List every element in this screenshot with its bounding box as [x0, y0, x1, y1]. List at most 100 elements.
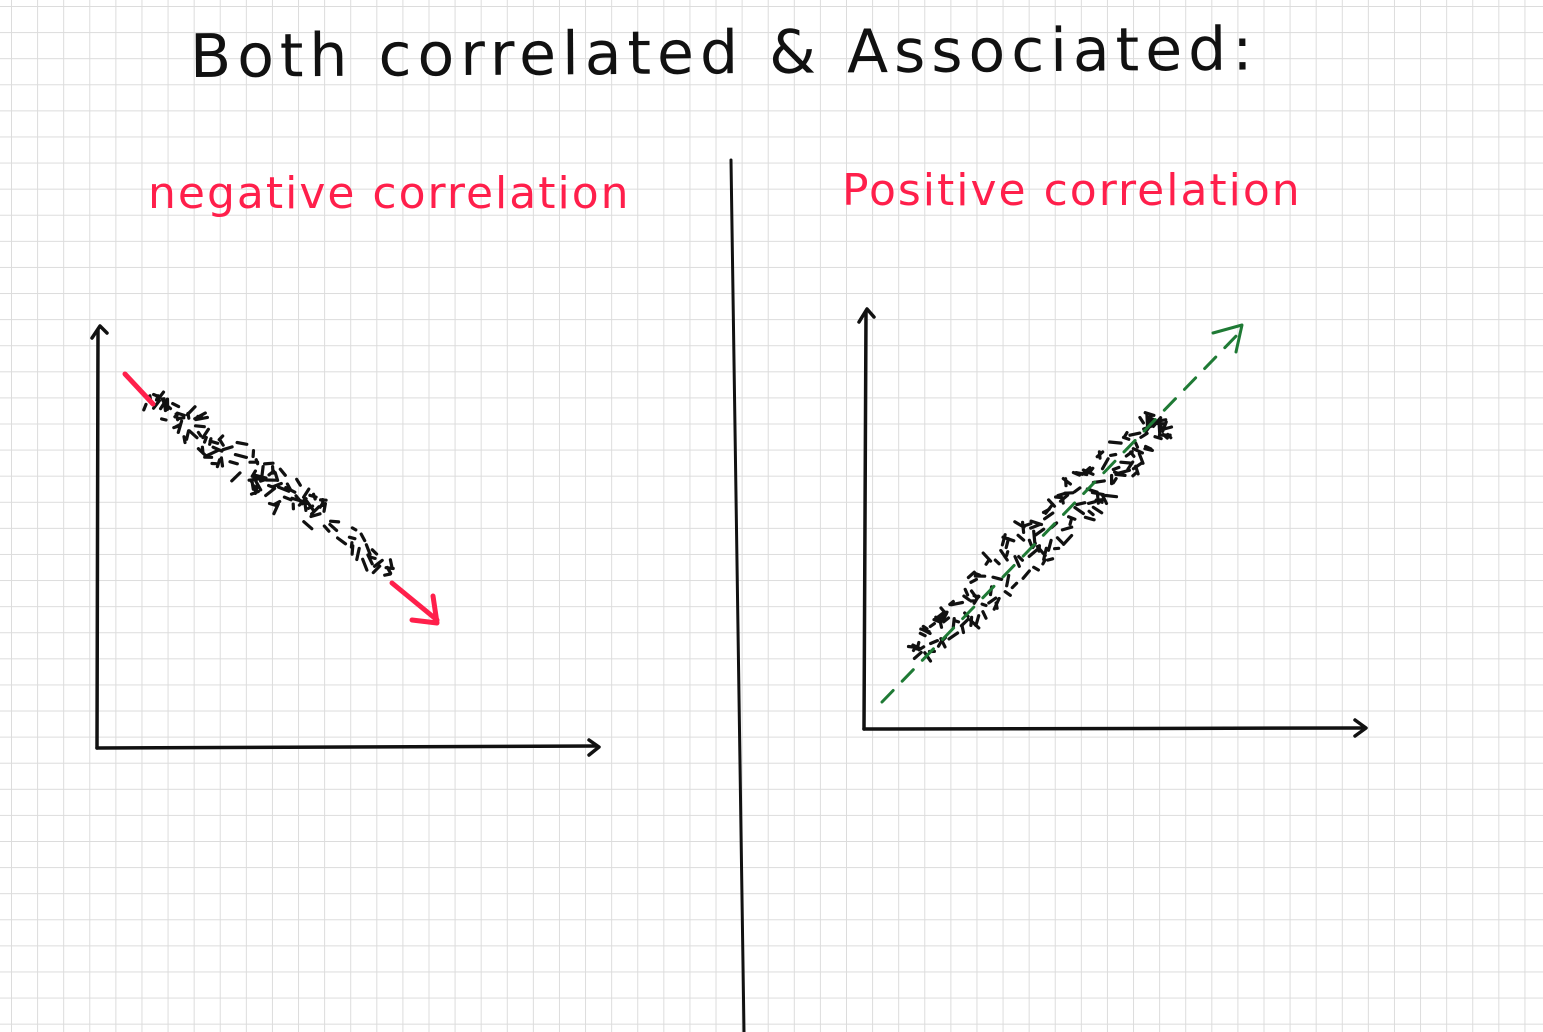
- positive-scatter-mark: [941, 616, 951, 624]
- positive-scatter-mark: [966, 570, 976, 580]
- negative-scatter-mark: [218, 439, 225, 447]
- negative-scatter-mark: [196, 447, 208, 457]
- negative-scatter-mark: [347, 535, 357, 541]
- positive-scatter-mark: [1041, 558, 1047, 566]
- positive-scatter-mark: [1087, 509, 1095, 517]
- positive-scatter-mark: [1027, 538, 1033, 547]
- negative-scatter-mark: [388, 558, 394, 570]
- negative-scatter-mark: [253, 478, 263, 492]
- negative-scatter-mark: [217, 434, 225, 442]
- positive-scatter-mark: [949, 600, 965, 607]
- positive-scatter-mark: [1072, 486, 1082, 494]
- positive-scatter-mark: [1094, 498, 1104, 504]
- positive-scatter-mark: [1157, 420, 1164, 430]
- negative-scatter-mark: [350, 526, 358, 532]
- negative-scatter-mark: [364, 543, 372, 557]
- negative-scatter-mark: [259, 478, 267, 483]
- negative-trend-arrow: [122, 371, 440, 626]
- negative-plot-axes: [90, 324, 601, 757]
- positive-scatter-mark: [980, 602, 988, 608]
- negative-scatter-mark: [185, 405, 197, 417]
- negative-scatter-mark: [176, 416, 186, 421]
- negative-scatter-mark: [230, 471, 242, 483]
- negative-scatter-mark: [366, 553, 374, 566]
- positive-scatter-mark: [1114, 472, 1127, 477]
- negative-scatter-mark: [318, 501, 325, 509]
- positive-scatter-mark: [991, 575, 1004, 582]
- negative-scatter-mark: [196, 430, 203, 438]
- negative-scatter-mark: [233, 453, 248, 459]
- positive-plot-axes: [857, 307, 1368, 738]
- positive-scatter-mark: [932, 617, 942, 624]
- negative-scatter-mark: [302, 487, 311, 499]
- positive-scatter-mark: [1121, 435, 1131, 441]
- negative-trend-start: [122, 371, 156, 407]
- positive-scatter-mark: [1145, 412, 1150, 428]
- positive-scatter-mark: [947, 631, 960, 641]
- negative-scatter-mark: [160, 417, 168, 422]
- negative-scatter-mark: [215, 458, 222, 469]
- negative-scatter-mark: [282, 495, 293, 502]
- positive-scatter-mark: [981, 551, 993, 563]
- positive-scatter-mark: [928, 638, 940, 646]
- negative-scatter-mark: [203, 435, 208, 444]
- positive-scatter-mark: [999, 548, 1009, 562]
- positive-scatter-mark: [1000, 533, 1007, 547]
- negative-scatter-mark: [264, 486, 277, 498]
- positive-scatter-mark: [1061, 533, 1074, 546]
- positive-scatter-mark: [1131, 447, 1145, 455]
- positive-scatter-mark: [921, 624, 929, 631]
- positive-y-axis-arrowhead: [857, 307, 876, 324]
- negative-scatter-mark: [336, 536, 348, 546]
- positive-scatter-mark: [994, 601, 999, 610]
- positive-trend-arrowhead: [1211, 323, 1244, 354]
- negative-scatter-mark: [182, 435, 187, 445]
- positive-scatter-mark: [1104, 493, 1119, 499]
- positive-scatter-mark: [1023, 521, 1033, 528]
- positive-scatter-mark: [981, 610, 988, 620]
- positive-scatter-mark: [1131, 461, 1144, 471]
- positive-scatter-mark: [1042, 511, 1055, 521]
- negative-scatter-mark: [249, 476, 257, 483]
- positive-scatter-mark: [1108, 452, 1118, 457]
- positive-x-axis: [862, 726, 1364, 731]
- negative-scatter-mark: [302, 497, 308, 512]
- positive-scatter-mark: [936, 640, 943, 648]
- positive-scatter-mark: [1107, 440, 1123, 445]
- positive-scatter-mark: [969, 615, 974, 628]
- negative-scatter-mark: [250, 469, 257, 478]
- negative-scatter-mark: [276, 485, 291, 493]
- positive-scatter-mark: [1010, 581, 1019, 590]
- negative-scatter-mark: [235, 440, 249, 446]
- positive-scatter-mark: [1046, 498, 1057, 508]
- positive-scatter-mark: [1119, 460, 1132, 465]
- negative-trend-arrowhead: [409, 593, 440, 626]
- panel-divider: [729, 158, 746, 1032]
- negative-x-axis-arrowhead: [587, 738, 601, 757]
- positive-scatter-mark: [1003, 590, 1012, 597]
- negative-scatter-mark: [176, 419, 184, 434]
- positive-scatter-mark: [1075, 501, 1087, 507]
- positive-scatter-mark: [1032, 565, 1041, 572]
- positive-scatter-mark: [1016, 533, 1026, 542]
- positive-scatter-mark: [1111, 477, 1118, 485]
- positive-scatter-mark: [1133, 441, 1140, 449]
- negative-scatter-mark: [188, 429, 199, 440]
- negative-scatter-mark: [142, 402, 148, 412]
- negative-scatter-mark: [359, 532, 367, 543]
- positive-scatter-mark: [1074, 471, 1089, 477]
- positive-scatter-mark: [969, 577, 979, 584]
- negative-y-axis: [95, 328, 100, 750]
- negative-scatter-mark: [193, 411, 207, 421]
- negative-scatter-mark: [193, 424, 206, 429]
- positive-scatter-mark: [1044, 502, 1055, 515]
- negative-scatter-mark: [309, 512, 322, 519]
- positive-scatter-mark: [952, 618, 961, 624]
- negative-scatter-mark: [355, 546, 361, 562]
- negative-scatter-mark: [372, 558, 384, 568]
- negative-scatter-mark: [270, 481, 283, 489]
- positive-scatter-mark: [1116, 468, 1132, 475]
- negative-scatter-mark: [221, 445, 234, 452]
- positive-scatter-mark: [987, 596, 998, 605]
- negative-scatter-mark: [285, 482, 292, 491]
